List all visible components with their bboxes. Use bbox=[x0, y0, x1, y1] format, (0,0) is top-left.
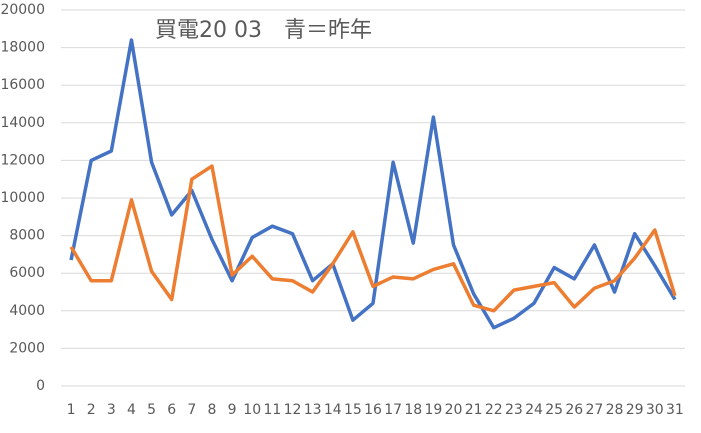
x-tick-label: 11 bbox=[263, 402, 281, 418]
y-tick-label: 8000 bbox=[9, 228, 45, 244]
x-tick-label: 16 bbox=[364, 402, 382, 418]
x-tick-label: 27 bbox=[586, 402, 604, 418]
x-tick-label: 15 bbox=[344, 402, 362, 418]
x-tick-label: 21 bbox=[465, 402, 483, 418]
x-tick-label: 3 bbox=[107, 402, 116, 418]
x-tick-label: 31 bbox=[666, 402, 684, 418]
y-tick-label: 16000 bbox=[0, 77, 45, 93]
x-tick-label: 9 bbox=[228, 402, 237, 418]
y-tick-label: 20000 bbox=[0, 2, 45, 18]
x-tick-label: 13 bbox=[304, 402, 322, 418]
x-tick-label: 23 bbox=[505, 402, 523, 418]
x-tick-label: 2 bbox=[87, 402, 96, 418]
x-tick-label: 18 bbox=[404, 402, 422, 418]
x-tick-label: 28 bbox=[606, 402, 624, 418]
y-tick-label: 6000 bbox=[9, 265, 45, 281]
x-tick-label: 1 bbox=[67, 402, 76, 418]
x-tick-label: 5 bbox=[147, 402, 156, 418]
x-tick-label: 10 bbox=[243, 402, 261, 418]
y-tick-label: 4000 bbox=[9, 303, 45, 319]
y-tick-label: 12000 bbox=[0, 152, 45, 168]
x-tick-label: 20 bbox=[445, 402, 463, 418]
y-tick-label: 18000 bbox=[0, 40, 45, 56]
y-tick-label: 0 bbox=[36, 378, 45, 394]
x-tick-label: 25 bbox=[545, 402, 563, 418]
x-tick-label: 8 bbox=[208, 402, 217, 418]
y-tick-label: 10000 bbox=[0, 190, 45, 206]
y-tick-label: 14000 bbox=[0, 115, 45, 131]
line-series bbox=[69, 38, 677, 330]
chart-title: 買電20 03 青＝昨年 bbox=[155, 18, 372, 43]
x-tick-label: 7 bbox=[187, 402, 196, 418]
x-tick-label: 12 bbox=[284, 402, 302, 418]
x-tick-label: 4 bbox=[127, 402, 136, 418]
x-tick-label: 26 bbox=[565, 402, 583, 418]
x-tick-label: 17 bbox=[384, 402, 402, 418]
x-tick-label: 29 bbox=[626, 402, 644, 418]
line-series bbox=[69, 164, 677, 313]
x-tick-label: 24 bbox=[525, 402, 543, 418]
x-tick-label: 6 bbox=[167, 402, 176, 418]
x-tick-label: 14 bbox=[324, 402, 342, 418]
x-tick-label: 30 bbox=[646, 402, 664, 418]
x-tick-label: 22 bbox=[485, 402, 503, 418]
y-tick-label: 2000 bbox=[9, 340, 45, 356]
x-tick-label: 19 bbox=[424, 402, 442, 418]
